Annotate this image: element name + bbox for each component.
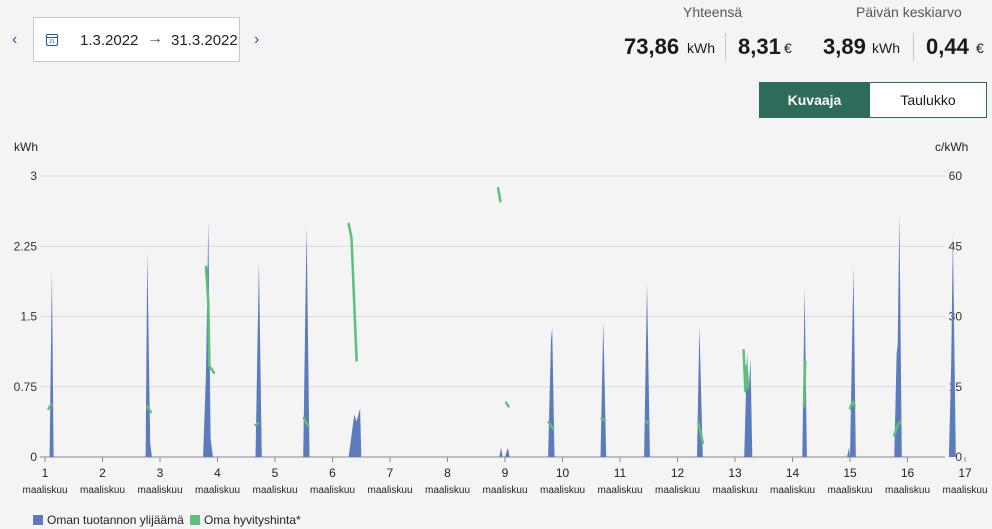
x-tick-label: 5	[272, 466, 279, 480]
x-tick-month-label: maaliskuu	[252, 485, 297, 496]
legend-swatch-surplus	[33, 515, 43, 525]
start-date: 1.3.2022	[80, 32, 139, 49]
price-line-segment	[696, 421, 705, 445]
arrow-right-icon: →	[147, 30, 163, 47]
x-tick-month-label: maaliskuu	[655, 485, 700, 496]
legend-label-surplus: Oman tuotannon ylijäämä	[47, 513, 184, 527]
x-tick-label: 3	[157, 466, 164, 480]
legend-swatch-price	[190, 515, 200, 525]
total-eur-unit: €	[784, 40, 792, 56]
chart-view-button[interactable]: Kuvaaja	[759, 82, 870, 118]
x-tick-label: 11	[614, 466, 627, 480]
x-tick-month-label: maaliskuu	[712, 485, 757, 496]
x-tick-month-label: maaliskuu	[195, 485, 240, 496]
total-kwh-unit: kWh	[687, 40, 715, 56]
y-tick-label-left: 0.75	[14, 380, 38, 394]
price-line-segment	[496, 186, 502, 203]
calendar-icon: 31	[46, 34, 58, 46]
x-tick-label: 10	[556, 466, 570, 480]
x-tick-label: 16	[901, 466, 915, 480]
x-tick-month-label: maaliskuu	[310, 485, 355, 496]
price-line-segment	[802, 360, 807, 408]
daily-kwh-value: 3,89	[823, 34, 866, 59]
x-tick-label: 17	[958, 466, 972, 480]
y-tick-label-right: 0	[955, 450, 962, 464]
y-tick-label-left: 3	[30, 169, 37, 183]
previous-period-button[interactable]: ‹	[12, 31, 18, 48]
x-tick-month-label: maaliskuu	[942, 485, 987, 496]
y-tick-label-right: 30	[949, 310, 963, 324]
x-tick-month-label: maaliskuu	[540, 485, 585, 496]
x-tick-month-label: maaliskuu	[827, 485, 872, 496]
price-line-segment	[893, 420, 902, 437]
divider	[913, 33, 914, 61]
daily-eur-unit: €	[976, 40, 984, 56]
x-tick-label: 12	[671, 466, 685, 480]
x-tick-label: 15	[843, 466, 857, 480]
price-line-segment	[146, 405, 153, 414]
y-tick-label-left: 1.5	[20, 310, 37, 324]
legend-item-price[interactable]: Oma hyvityshinta*	[190, 513, 301, 527]
price-line-segment	[347, 222, 358, 362]
x-tick-month-label: maaliskuu	[770, 485, 815, 496]
x-tick-month-label: maaliskuu	[425, 485, 470, 496]
table-view-button[interactable]: Taulukko	[869, 82, 987, 118]
x-tick-month-label: maaliskuu	[137, 485, 182, 496]
next-period-button[interactable]: ›	[254, 31, 260, 48]
price-line-segment	[600, 417, 607, 422]
x-tick-label: 6	[329, 466, 336, 480]
price-line-segment	[644, 420, 651, 425]
daily-eur-value: 0,44	[926, 34, 969, 59]
price-line-segment	[848, 400, 856, 410]
legend-item-surplus[interactable]: Oman tuotannon ylijäämä	[33, 513, 184, 527]
y-tick-label-right: 60	[949, 169, 963, 183]
x-tick-label: 8	[444, 466, 451, 480]
price-line-segment	[47, 403, 53, 411]
x-tick-month-label: maaliskuu	[367, 485, 412, 496]
daily-kwh-unit: kWh	[872, 40, 900, 56]
right-axis-title: c/kWh	[935, 140, 969, 154]
price-line-segment	[254, 422, 260, 427]
daily-average-heading: Päivän keskiarvo	[856, 4, 962, 20]
total-kwh-value: 73,86	[624, 34, 680, 59]
date-range-picker[interactable]: 31 1.3.2022 → 31.3.2022	[33, 17, 240, 62]
price-line-segment	[547, 421, 555, 431]
legend-label-price: Oma hyvityshinta*	[204, 513, 301, 527]
x-tick-label: 13	[728, 466, 742, 480]
price-line-segment	[742, 348, 750, 393]
divider	[725, 33, 726, 61]
left-axis-title: kWh	[14, 140, 38, 154]
y-tick-label-right: 45	[949, 239, 963, 253]
x-tick-label: 9	[502, 466, 509, 480]
x-tick-label: 2	[99, 466, 106, 480]
surplus-area	[49, 213, 992, 457]
y-tick-label-left: 0	[30, 450, 37, 464]
x-tick-month-label: maaliskuu	[885, 485, 930, 496]
x-tick-label: 7	[387, 466, 394, 480]
total-heading: Yhteensä	[683, 4, 743, 20]
price-line-segment	[302, 416, 310, 428]
x-tick-month-label: maaliskuu	[22, 485, 67, 496]
x-tick-label: 4	[214, 466, 221, 480]
x-tick-label: 1	[42, 466, 49, 480]
energy-chart: 0 00.75 151.5 302.25 453 601maaliskuu2maalisk…	[14, 169, 992, 496]
x-tick-month-label: maaliskuu	[482, 485, 527, 496]
price-line-segment	[204, 265, 216, 374]
y-tick-label-left: 2.25	[14, 239, 38, 253]
price-line-segment	[504, 401, 510, 408]
x-tick-label: 14	[786, 466, 800, 480]
end-date: 31.3.2022	[171, 32, 238, 49]
total-eur-value: 8,31	[738, 34, 781, 59]
x-tick-month-label: maaliskuu	[80, 485, 125, 496]
x-tick-month-label: maaliskuu	[597, 485, 642, 496]
